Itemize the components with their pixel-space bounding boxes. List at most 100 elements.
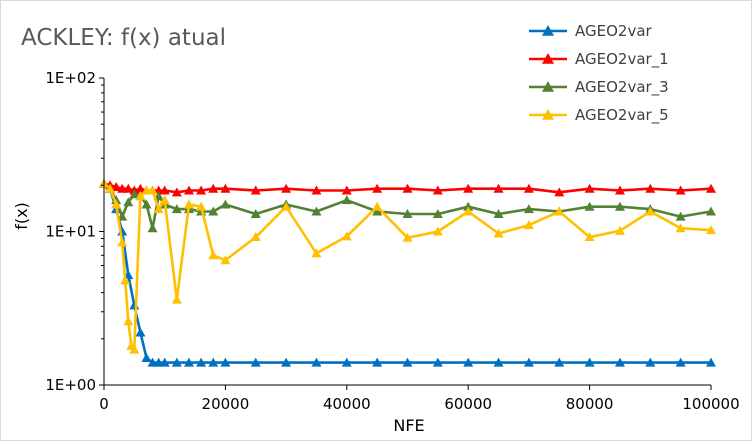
data-point [250, 209, 261, 219]
data-point [432, 226, 443, 236]
data-point [120, 275, 131, 285]
data-point [123, 183, 134, 193]
data-point [141, 352, 152, 362]
data-point [220, 357, 231, 367]
data-point [141, 199, 152, 209]
data-point [220, 199, 231, 209]
y-axis-title: f(x) [12, 202, 31, 230]
data-point [372, 201, 383, 211]
data-point [493, 357, 504, 367]
data-point [153, 204, 164, 214]
data-point [432, 209, 443, 219]
data-point [117, 211, 128, 221]
data-point [675, 211, 686, 221]
data-point [523, 220, 534, 230]
data-point [402, 357, 413, 367]
data-point [159, 357, 170, 367]
x-tick-label: 0 [99, 395, 109, 413]
x-tick-label: 20000 [202, 395, 250, 413]
data-point [706, 206, 716, 216]
data-point [281, 357, 292, 367]
data-point [111, 199, 122, 209]
data-point [208, 183, 219, 193]
data-point [463, 201, 474, 211]
legend-item: AGEO2var_3 [529, 78, 669, 97]
data-point [135, 183, 146, 193]
series-AGEO2var_5 [99, 178, 716, 354]
data-point [402, 183, 413, 193]
data-point [675, 185, 686, 195]
data-point [135, 191, 146, 201]
data-point [220, 255, 231, 265]
data-point [105, 183, 116, 193]
data-point [123, 197, 134, 207]
data-point [147, 223, 158, 233]
x-tick-label: 80000 [566, 395, 614, 413]
data-point [614, 201, 625, 211]
data-point [463, 206, 474, 216]
plot-area [99, 178, 716, 367]
legend-marker [542, 109, 554, 120]
y-tick-label: 1E+02 [45, 69, 96, 87]
legend: AGEO2var AGEO2var_1 AGEO2var_3 AGEO2var_5 [529, 22, 669, 125]
series-line [103, 182, 712, 351]
data-point [129, 300, 140, 310]
data-point [341, 231, 352, 241]
data-point [341, 185, 352, 195]
data-point [208, 250, 219, 260]
data-point [311, 248, 322, 258]
data-point [675, 357, 686, 367]
data-point [614, 357, 625, 367]
data-point [493, 183, 504, 193]
legend-marker [542, 25, 554, 36]
data-point [117, 237, 128, 247]
data-point [493, 228, 504, 238]
x-axis-title: NFE [393, 416, 424, 435]
legend-label: AGEO2var [575, 22, 653, 40]
chart-title: ACKLEY: f(x) atual [21, 25, 226, 51]
data-point [196, 201, 207, 211]
data-point [554, 206, 565, 216]
data-point [675, 223, 686, 233]
data-point [554, 357, 565, 367]
legend-marker [542, 53, 554, 64]
data-point [171, 357, 182, 367]
data-point [129, 344, 140, 354]
data-point [341, 195, 352, 205]
data-point [208, 357, 219, 367]
data-point [183, 199, 194, 209]
legend-label: AGEO2var_1 [575, 50, 669, 69]
data-point [463, 183, 474, 193]
data-point [463, 357, 474, 367]
data-point [493, 209, 504, 219]
data-point [614, 225, 625, 235]
series-AGEO2var_1 [99, 178, 716, 197]
data-point [523, 357, 534, 367]
data-point [584, 183, 595, 193]
data-point [111, 181, 122, 191]
data-point [171, 187, 182, 197]
data-point [183, 357, 194, 367]
data-point [281, 183, 292, 193]
data-point [171, 294, 182, 304]
data-point [554, 187, 565, 197]
data-point [250, 357, 261, 367]
data-point [645, 183, 656, 193]
legend-label: AGEO2var_5 [575, 106, 669, 125]
data-point [645, 206, 656, 216]
y-tick-label: 1E+00 [45, 376, 96, 394]
data-point [250, 185, 261, 195]
legend-item: AGEO2var_1 [529, 50, 669, 69]
y-tick-label: 1E+01 [45, 223, 96, 241]
axes: 1E+00 1E+01 1E+02 0 20000 40000 60000 80000 1000… [45, 69, 739, 413]
x-tick-label: 60000 [444, 395, 492, 413]
data-point [614, 185, 625, 195]
data-point [147, 185, 158, 195]
data-point [523, 183, 534, 193]
data-point [584, 201, 595, 211]
data-point [220, 183, 231, 193]
data-point [584, 357, 595, 367]
data-point [250, 232, 261, 242]
